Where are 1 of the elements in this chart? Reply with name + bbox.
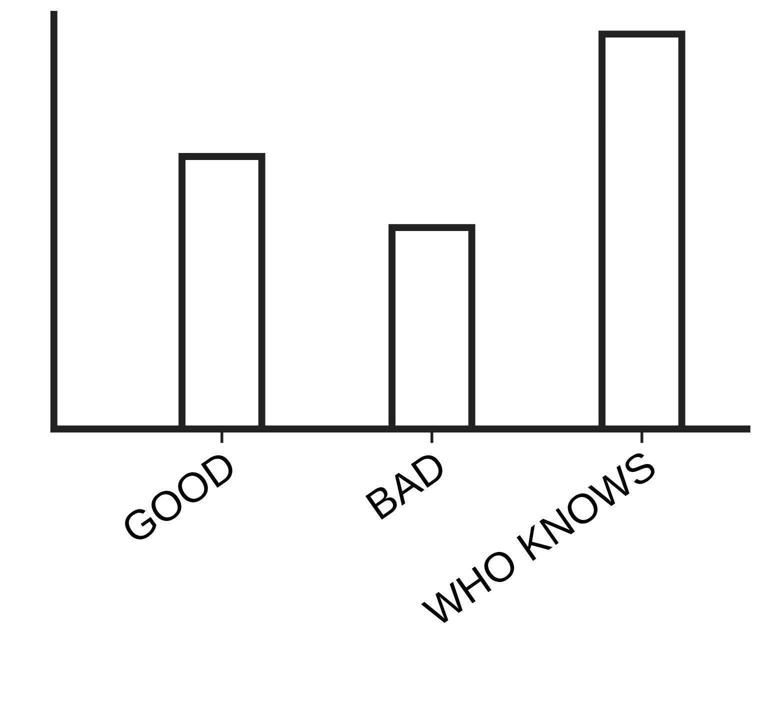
x-tick-label: BAD	[365, 450, 448, 520]
